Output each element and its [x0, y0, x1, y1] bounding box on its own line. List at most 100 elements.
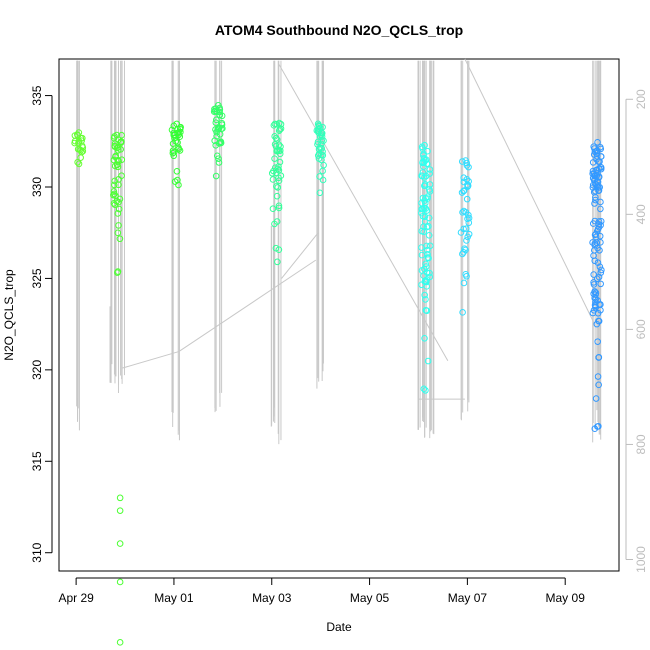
flight-9-point: [595, 317, 603, 325]
flight-2-outlier-point: [116, 578, 124, 586]
flight-7-point: [424, 254, 432, 261]
flight-6-point: [318, 156, 325, 164]
flight-9-point: [593, 156, 600, 163]
flight-8-point: [462, 225, 470, 232]
flight-1-point: [71, 132, 79, 139]
flight-9-point: [594, 138, 601, 146]
flight-9-point: [597, 269, 605, 276]
flight-2-point: [118, 131, 125, 139]
flight-7-point: [421, 334, 428, 342]
profiles-layer: [76, 60, 602, 445]
flight-2-point: [114, 268, 122, 275]
transit-4-line: [464, 58, 595, 325]
flight-7-point: [426, 170, 433, 177]
y-tick-label: 335: [30, 85, 44, 105]
flight-8-point: [460, 279, 468, 287]
y-axis-label: N2O_QCLS_trop: [2, 269, 16, 361]
flight-7-point: [426, 269, 433, 277]
x-tick-label: Apr 29: [58, 591, 94, 605]
flight-7-point: [425, 231, 433, 239]
flight-2-point: [113, 161, 121, 168]
flight-3-point: [175, 129, 182, 136]
flight-8-point: [462, 271, 469, 278]
flight-8-point: [463, 195, 471, 203]
flight-7-point: [424, 193, 431, 201]
flight-2-point: [117, 138, 125, 145]
flight-6-point: [319, 176, 327, 184]
flight-8-point: [464, 233, 472, 241]
flight-9-point: [593, 147, 600, 155]
flight-8-point: [460, 225, 467, 233]
flight-2-point: [110, 188, 118, 195]
flight-7-point: [421, 291, 428, 299]
right-tick-label: 200: [634, 89, 648, 109]
flight-2-outlier-point: [116, 540, 124, 547]
flight-5-point: [276, 158, 284, 166]
flight-9-point: [591, 241, 599, 249]
flight-7-point: [420, 385, 428, 393]
flight-7-point: [419, 172, 426, 180]
flight-8-point: [465, 178, 472, 185]
transit-6-line: [281, 232, 319, 279]
x-tick-label: May 09: [546, 591, 586, 605]
flight-7-point: [418, 209, 425, 217]
flight-7-point: [419, 194, 427, 202]
flight-6-point: [319, 167, 326, 175]
x-axis-label: Date: [326, 620, 352, 634]
flight-5-point: [274, 184, 282, 191]
flight-6-point: [318, 140, 325, 148]
flight-2-point: [115, 222, 122, 229]
flight-9-point: [595, 158, 602, 165]
flight-9-point: [592, 233, 600, 241]
right-tick-label: 400: [634, 204, 648, 224]
flight-7-point: [424, 357, 432, 365]
flight-7-point: [418, 251, 426, 259]
right-axis: 200 400 600 800 1000: [625, 89, 648, 573]
flight-1-point: [78, 137, 85, 145]
flight-4-point: [213, 116, 220, 124]
y-tick-label: 330: [30, 177, 44, 197]
flight-2-point: [110, 200, 118, 207]
flight-9-point: [597, 239, 604, 246]
flight-9-point: [597, 198, 604, 206]
flight-5-point: [273, 183, 280, 190]
flight-2-outlier-point: [116, 639, 124, 646]
flight-8-point: [459, 209, 466, 216]
flight-9-point: [589, 167, 597, 175]
flight-5-point: [275, 246, 283, 254]
flight-8-point: [460, 178, 468, 186]
flight-5-point: [275, 204, 283, 212]
x-tick-label: May 07: [448, 591, 488, 605]
flight-9-point: [597, 280, 604, 288]
flight-4-point: [215, 159, 223, 166]
flight-8-point: [459, 309, 466, 316]
flight-7-point: [425, 214, 433, 222]
flight-1-point: [77, 154, 84, 161]
flight-3-point: [173, 120, 181, 128]
flight-5-point: [272, 134, 280, 142]
flight-4-point: [213, 128, 220, 136]
flight-4-point: [211, 105, 218, 113]
flight-9-point: [594, 373, 602, 380]
flight-8-point: [458, 189, 466, 196]
right-tick-label: 1000: [634, 546, 648, 573]
flight-6-point: [316, 189, 324, 197]
flight-6-point: [315, 125, 322, 133]
flight-5-point: [273, 192, 281, 200]
flight-5-point: [270, 122, 278, 129]
flight-6-point: [318, 137, 326, 144]
flight-4-point: [212, 142, 220, 149]
flight-2-outlier-point: [116, 494, 124, 502]
right-tick-label: 800: [634, 434, 648, 454]
flight-2-point: [111, 190, 118, 198]
flight-5-point: [275, 202, 283, 210]
flight-4-point: [219, 125, 226, 132]
y-tick-label: 320: [30, 360, 44, 380]
flight-3-point: [169, 147, 177, 155]
flight-7-point: [421, 141, 428, 149]
flight-5-point: [276, 126, 284, 133]
x-tick-label: May 03: [252, 591, 292, 605]
right-tick-label: 600: [634, 319, 648, 339]
flight-5-point: [269, 205, 277, 212]
flight-6-point: [314, 138, 322, 146]
